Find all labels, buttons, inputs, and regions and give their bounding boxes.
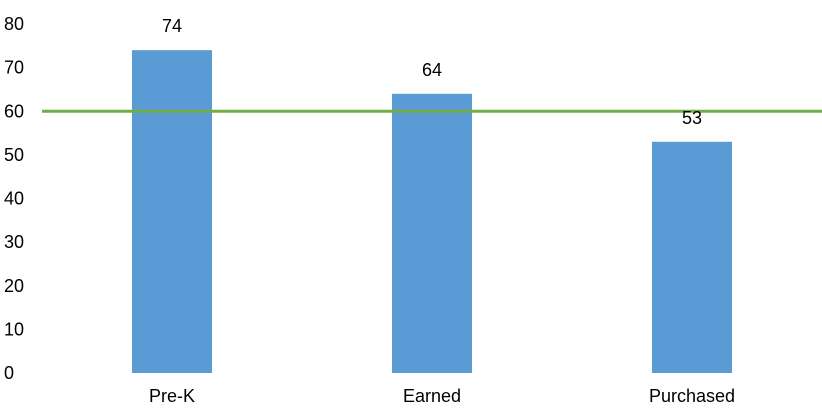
x-axis-category-labels: Pre-K Earned Purchased [149,386,735,406]
category-label-purchased: Purchased [649,386,735,406]
data-label-pre-k: 74 [162,16,182,36]
bar-purchased [652,141,732,373]
data-label-purchased: 53 [682,108,702,128]
y-tick-label-50: 50 [4,145,24,165]
bar-earned [392,93,472,374]
y-tick-label-40: 40 [4,189,24,209]
data-labels: 74 64 53 [162,16,702,128]
y-tick-label-10: 10 [4,319,24,339]
bars [132,50,732,374]
y-tick-label-80: 80 [4,14,24,34]
y-tick-label-30: 30 [4,232,24,252]
y-tick-label-0: 0 [4,363,14,383]
y-tick-label-60: 60 [4,101,24,121]
y-tick-label-20: 20 [4,276,24,296]
data-label-earned: 64 [422,60,442,80]
category-label-earned: Earned [403,386,461,406]
bar-pre-k [132,50,212,374]
y-axis-ticks: 0 10 20 30 40 50 60 70 80 [4,14,24,383]
y-tick-label-70: 70 [4,58,24,78]
category-label-pre-k: Pre-K [149,386,195,406]
